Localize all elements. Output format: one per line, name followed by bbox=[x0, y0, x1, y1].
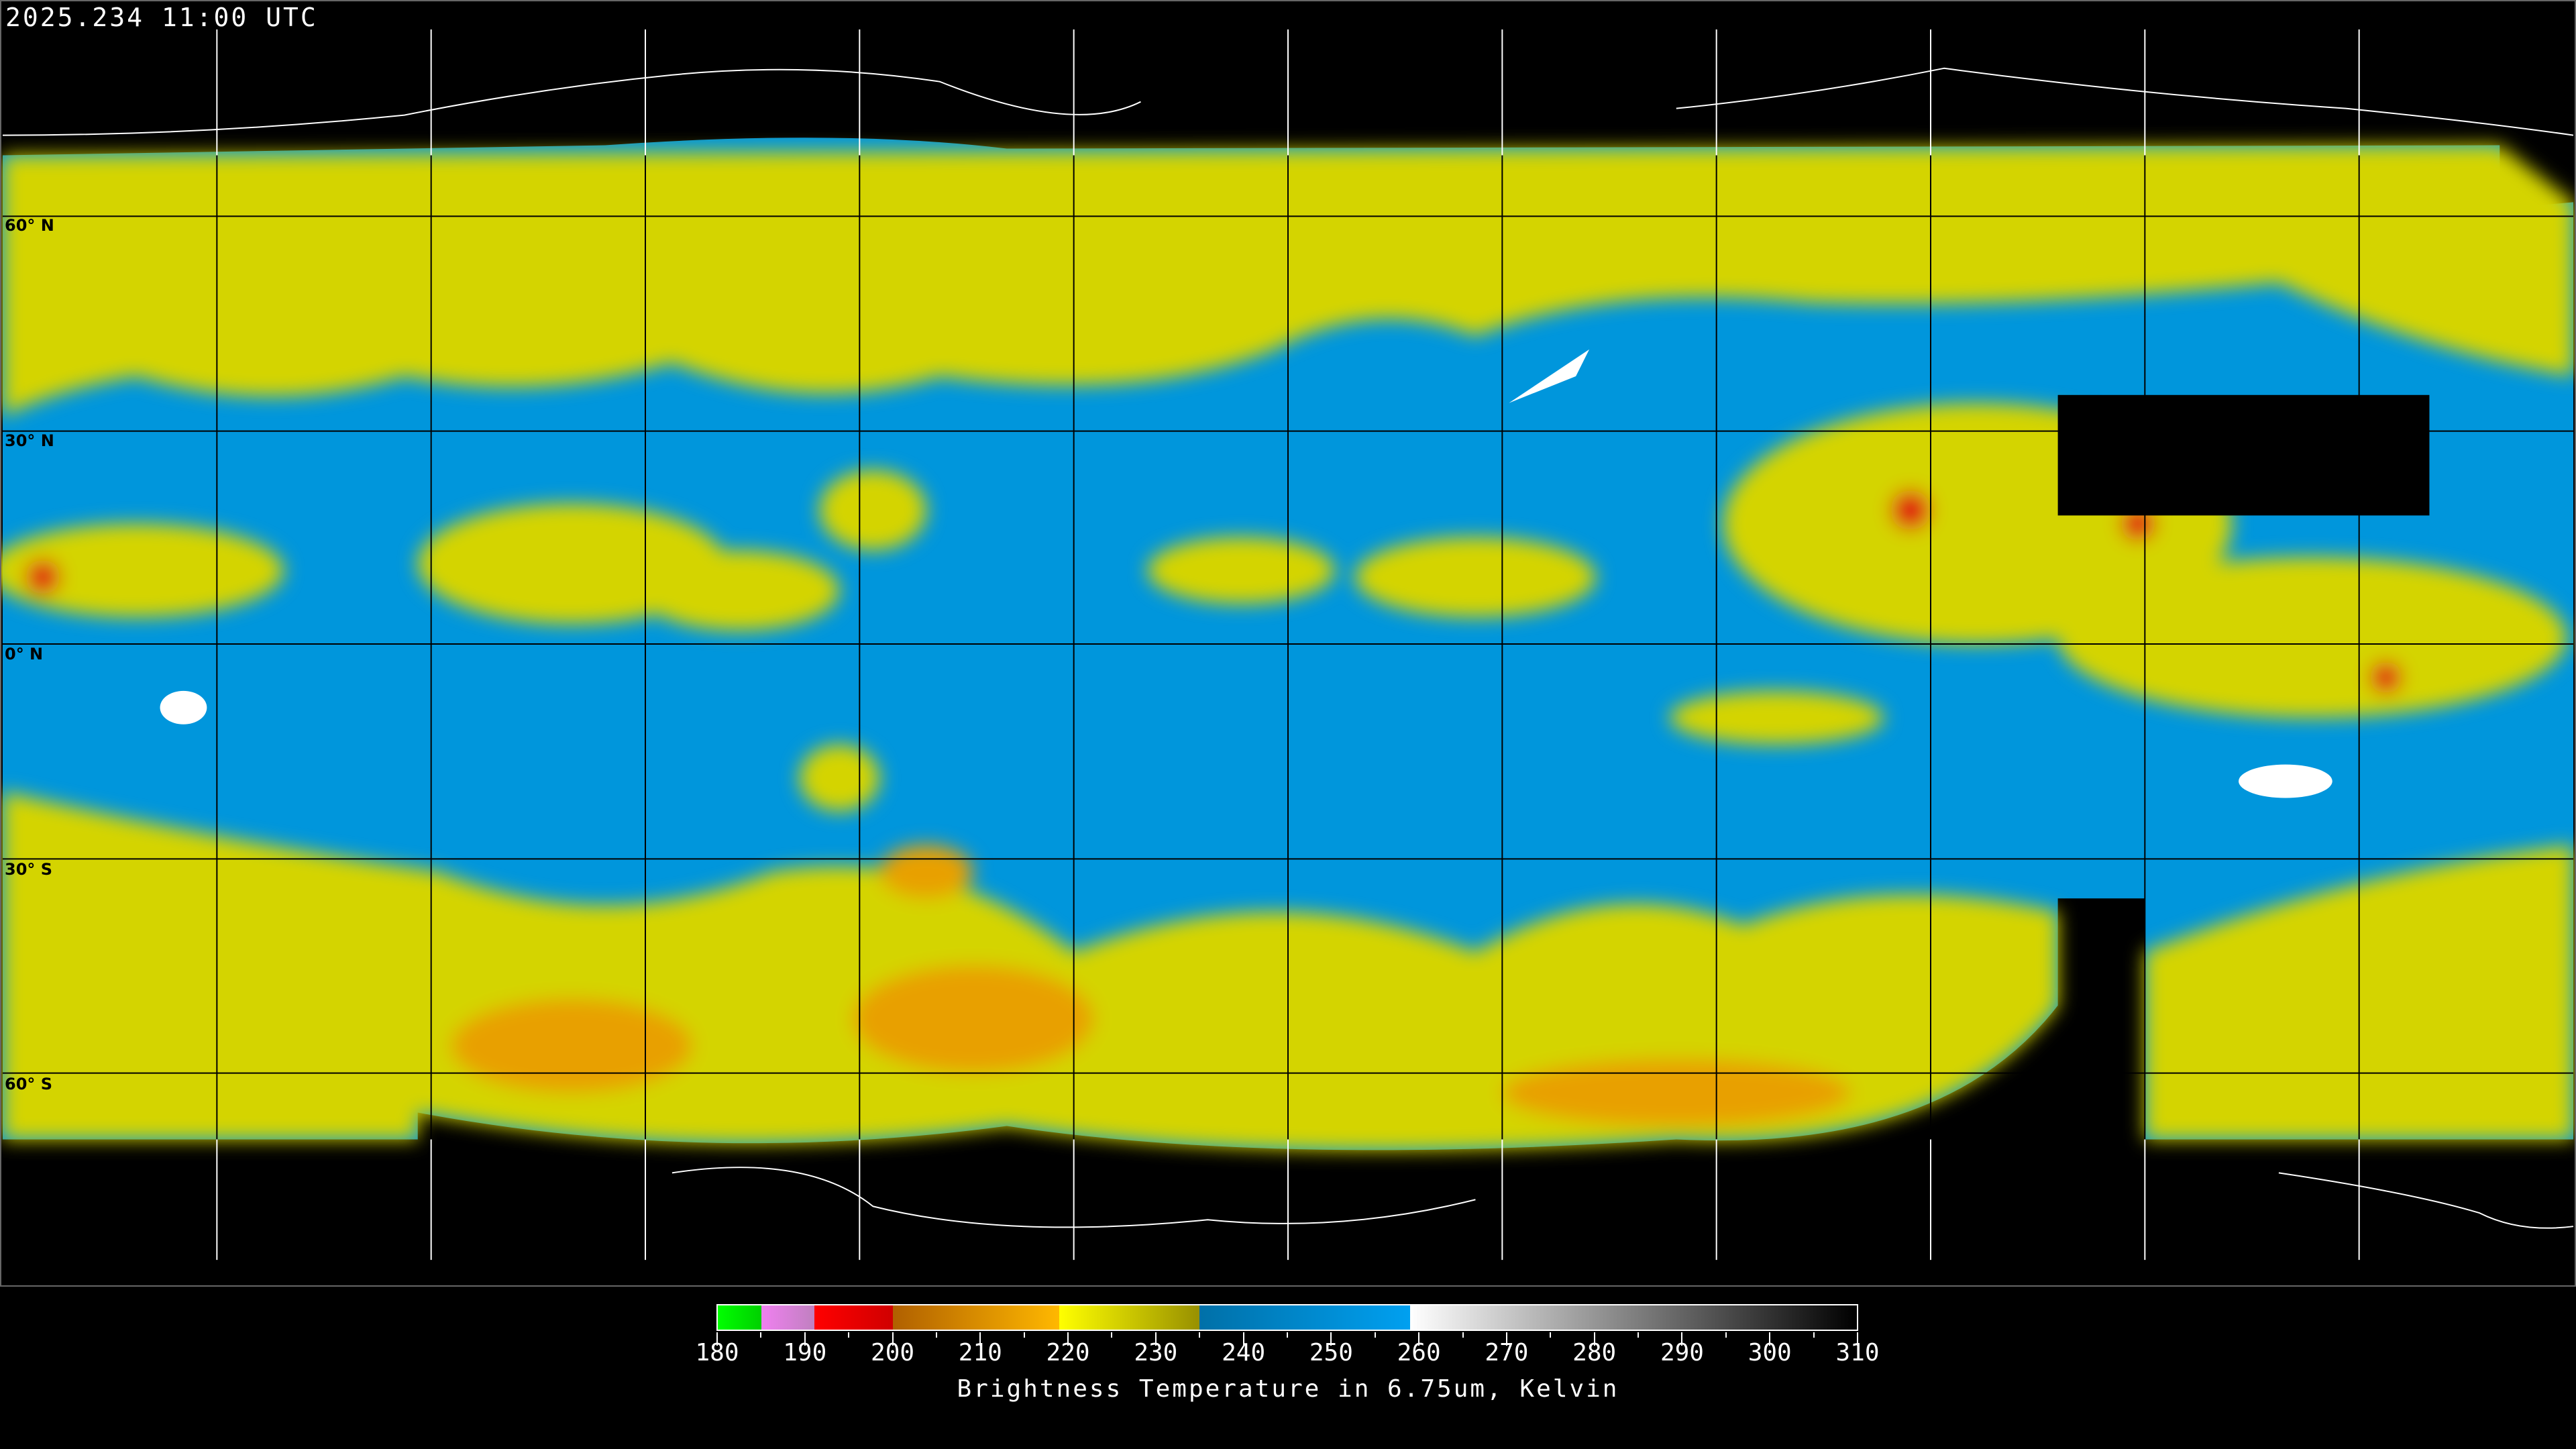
colorbar-tick bbox=[1857, 1332, 1858, 1346]
satellite-imagery bbox=[0, 1, 2574, 1285]
colorbar-tick-label: 230 bbox=[1134, 1339, 1178, 1366]
colorbar-tick bbox=[1505, 1332, 1507, 1346]
colorbar-tick-label: 270 bbox=[1485, 1339, 1529, 1366]
colorbar-tick bbox=[1418, 1332, 1420, 1346]
colorbar-tick bbox=[1813, 1332, 1815, 1338]
colorbar-tick bbox=[760, 1332, 762, 1338]
colorbar-tick-label: 200 bbox=[871, 1339, 915, 1366]
colorbar-tick-label: 180 bbox=[695, 1339, 739, 1366]
colorbar bbox=[716, 1304, 1858, 1331]
lat-label-60n: 60° N bbox=[5, 216, 54, 235]
colorbar-tick bbox=[1330, 1332, 1332, 1346]
colorbar-tick bbox=[1067, 1332, 1069, 1346]
colorbar-tick bbox=[848, 1332, 850, 1338]
colorbar-tick-label: 240 bbox=[1222, 1339, 1266, 1366]
colorbar-segment bbox=[1199, 1305, 1410, 1330]
colorbar-segment bbox=[814, 1305, 894, 1330]
colorbar-tick bbox=[1769, 1332, 1771, 1346]
colorbar-tick bbox=[1023, 1332, 1025, 1338]
colorbar-tick bbox=[1681, 1332, 1683, 1346]
colorbar-tick bbox=[1725, 1332, 1727, 1338]
colorbar-tick bbox=[804, 1332, 806, 1346]
timestamp: 2025.234 11:00 UTC bbox=[5, 3, 318, 32]
colorbar-tick bbox=[1550, 1332, 1552, 1338]
colorbar-tick-label: 310 bbox=[1835, 1339, 1880, 1366]
colorbar-tick-label: 290 bbox=[1660, 1339, 1704, 1366]
colorbar-tick-label: 210 bbox=[958, 1339, 1002, 1366]
colorbar-tick bbox=[1462, 1332, 1464, 1338]
colorbar-tick bbox=[1199, 1332, 1201, 1338]
colorbar-tick bbox=[1111, 1332, 1113, 1338]
colorbar-tick bbox=[1287, 1332, 1288, 1338]
colorbar-tick bbox=[1593, 1332, 1595, 1346]
colorbar-segment bbox=[1059, 1305, 1200, 1330]
colorbar-tick bbox=[1374, 1332, 1376, 1338]
colorbar-tick bbox=[935, 1332, 937, 1338]
colorbar-tick-label: 220 bbox=[1046, 1339, 1090, 1366]
lat-label-0n: 0° N bbox=[5, 645, 44, 663]
colorbar-segment bbox=[893, 1305, 1060, 1330]
colorbar-tick bbox=[1242, 1332, 1244, 1346]
colorbar-segment bbox=[761, 1305, 814, 1330]
colorbar-tick bbox=[716, 1332, 718, 1346]
lat-label-30n: 30° N bbox=[5, 431, 54, 450]
water-vapor-map: 2025.234 11:00 UTC 60° N 30° N 0° N 30° … bbox=[0, 0, 2576, 1287]
colorbar-tick bbox=[892, 1332, 894, 1346]
lat-label-30s: 30° S bbox=[5, 860, 53, 879]
colorbar-tick bbox=[1155, 1332, 1157, 1346]
colorbar-segment bbox=[718, 1305, 762, 1330]
colorbar-tick-label: 250 bbox=[1309, 1339, 1353, 1366]
colorbar-tick-label: 300 bbox=[1748, 1339, 1792, 1366]
colorbar-title: Brightness Temperature in 6.75um, Kelvin bbox=[957, 1375, 1619, 1403]
colorbar-tick-label: 190 bbox=[783, 1339, 827, 1366]
colorbar-tick-label: 280 bbox=[1572, 1339, 1617, 1366]
colorbar-segment bbox=[1409, 1305, 1857, 1330]
coastlines bbox=[3, 67, 2574, 1229]
colorbar-tick bbox=[979, 1332, 981, 1346]
colorbar-tick bbox=[1638, 1332, 1640, 1338]
colorbar-tick-label: 260 bbox=[1397, 1339, 1441, 1366]
lat-label-60s: 60° S bbox=[5, 1075, 53, 1093]
